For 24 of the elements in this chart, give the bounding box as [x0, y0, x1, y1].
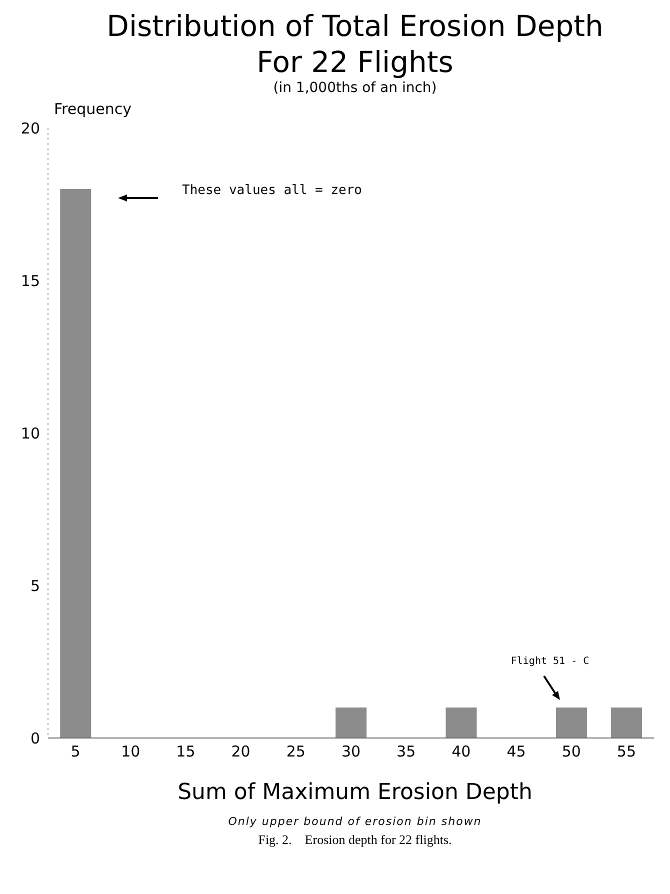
x-tick-label: 45	[506, 742, 526, 761]
y-tick-label: 5	[30, 576, 40, 595]
chart-subtitle: (in 1,000ths of an inch)	[272, 80, 438, 96]
y-tick-label: 15	[20, 272, 40, 290]
x-tick-label: 40	[452, 742, 471, 761]
x-tick-label: 20	[231, 742, 250, 761]
y-tick-label: 20	[20, 119, 40, 138]
x-tick-label: 25	[286, 742, 306, 761]
x-tick-label: 55	[616, 742, 636, 761]
x-tick-label: 5	[70, 742, 80, 761]
chart-title: Distribution of Total Erosion Depth For 22 Flights	[106, 8, 604, 80]
y-tick-label: 0	[30, 729, 40, 748]
x-tick-label: 15	[176, 742, 196, 761]
x-tick-label: 30	[341, 742, 361, 761]
annotation: These values all = zero	[182, 183, 362, 198]
x-tick-label: 10	[121, 742, 140, 761]
text: Only upper bound of erosion bin shown	[227, 815, 483, 828]
annotation: Flight 51 - C	[510, 656, 590, 667]
y-axis-title: Frequency	[54, 100, 132, 118]
x-tick-label: 35	[396, 742, 416, 761]
y-tick-label: 10	[20, 424, 40, 442]
x-axis-title: Sum of Maximum Erosion Depth	[176, 780, 534, 805]
caption: Fig. 2. Erosion depth for 22 flights.	[257, 832, 453, 848]
x-tick-label: 50	[562, 742, 581, 761]
